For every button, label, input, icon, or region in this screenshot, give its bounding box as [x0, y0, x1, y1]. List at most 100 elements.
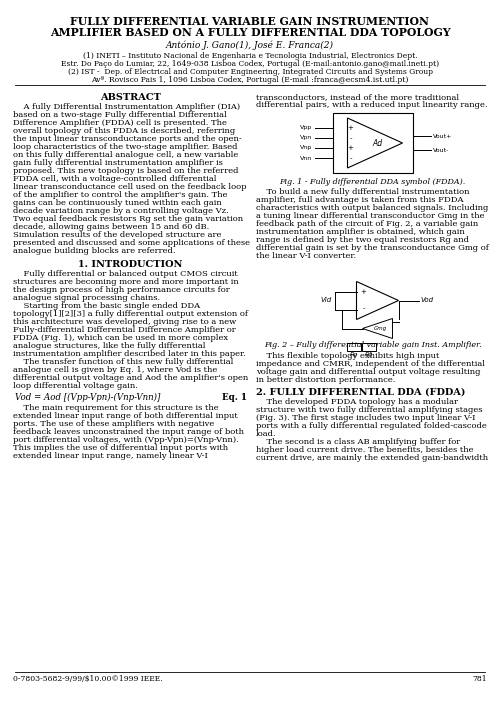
Text: 0-7803-5682-9/99/$10.00©1999 IEEE.: 0-7803-5682-9/99/$10.00©1999 IEEE.	[13, 675, 162, 683]
Text: the design process of high performance circuits for: the design process of high performance c…	[13, 286, 230, 294]
Text: Two equal feedback resistors Rg set the gain variation: Two equal feedback resistors Rg set the …	[13, 215, 243, 223]
Text: Starting from the basic single ended DDA: Starting from the basic single ended DDA	[13, 302, 200, 310]
Text: FULLY DIFFERENTIAL VARIABLE GAIN INSTRUMENTION: FULLY DIFFERENTIAL VARIABLE GAIN INSTRUM…	[70, 16, 430, 27]
Text: voltage gain and differential output voltage resulting: voltage gain and differential output vol…	[256, 368, 480, 376]
Text: differential output voltage and Aod the amplifier's open: differential output voltage and Aod the …	[13, 374, 248, 382]
Text: extended linear input range of both differential input: extended linear input range of both diff…	[13, 412, 238, 420]
Text: ports. The use of these amplifiers with negative: ports. The use of these amplifiers with …	[13, 420, 214, 428]
Text: +: +	[348, 125, 354, 131]
Text: amplifier, full advantage is taken from this FDDA: amplifier, full advantage is taken from …	[256, 196, 464, 204]
Text: Vpn: Vpn	[300, 136, 312, 141]
Text: higher load current drive. The benefits, besides the: higher load current drive. The benefits,…	[256, 446, 474, 454]
Text: range is defined by the two equal resistors Rg and: range is defined by the two equal resist…	[256, 236, 469, 244]
Text: Avª. Rovisco Pais 1, 1096 Lisboa Codex, Portugal (E-mail :franca@ecsm4.ist.utl.p: Avª. Rovisco Pais 1, 1096 Lisboa Codex, …	[92, 76, 408, 84]
Text: analogue structures, like the fully differential: analogue structures, like the fully diff…	[13, 342, 205, 350]
Text: Vnn: Vnn	[300, 155, 312, 160]
Text: (2) IST -  Dep. of Electrical and Computer Engineering, Integrated Circuits and : (2) IST - Dep. of Electrical and Compute…	[68, 68, 432, 76]
Text: FDDA (Fig. 1), which can be used in more complex: FDDA (Fig. 1), which can be used in more…	[13, 334, 228, 342]
Text: A fully Differential Instrumentation Amplifier (DIA): A fully Differential Instrumentation Amp…	[13, 103, 240, 111]
Text: extended linear input range, namely linear V-I: extended linear input range, namely line…	[13, 452, 208, 460]
Text: current drive, are mainly the extended gain-bandwidth: current drive, are mainly the extended g…	[256, 454, 488, 462]
Text: This implies the use of differential input ports with: This implies the use of differential inp…	[13, 444, 228, 452]
Text: ports with a fully differential regulated folded-cascode: ports with a fully differential regulate…	[256, 422, 487, 430]
Text: analogue cell is given by Eq. 1, where Vod is the: analogue cell is given by Eq. 1, where V…	[13, 366, 217, 374]
Text: The developed FDDA topology has a modular: The developed FDDA topology has a modula…	[256, 398, 458, 406]
Text: Fully differential or balanced output CMOS circuit: Fully differential or balanced output CM…	[13, 270, 238, 278]
Text: presented and discussed and some applications of these: presented and discussed and some applica…	[13, 239, 250, 247]
Text: To build a new fully differential instrumentation: To build a new fully differential instru…	[256, 188, 470, 196]
Text: António J. Gano(1), José E. Franca(2): António J. Gano(1), José E. Franca(2)	[166, 41, 334, 51]
Text: Estr. Do Paço do Lumiar, 22, 1649-038 Lisboa Codex, Portugal (E-mail:antonio.gan: Estr. Do Paço do Lumiar, 22, 1649-038 Li…	[61, 60, 439, 68]
Text: loop differential voltage gain.: loop differential voltage gain.	[13, 382, 138, 390]
Text: The second is a class AB amplifying buffer for: The second is a class AB amplifying buff…	[256, 438, 460, 446]
Text: ABSTRACT: ABSTRACT	[100, 93, 161, 102]
Text: overall topology of this FDDA is described, referring: overall topology of this FDDA is describ…	[13, 127, 235, 135]
Text: analogue building blocks are referred.: analogue building blocks are referred.	[13, 247, 175, 255]
Text: AMPLIFIER BASED ON A FULLY DIFFERENTIAL DDA TOPOLOGY: AMPLIFIER BASED ON A FULLY DIFFERENTIAL …	[50, 27, 450, 38]
Text: 1. INTRODUCTION: 1. INTRODUCTION	[78, 260, 182, 269]
Text: Vod: Vod	[420, 297, 434, 304]
Text: port differential voltages, with (Vpp-Vpn)=(Vnp-Vnn).: port differential voltages, with (Vpp-Vp…	[13, 436, 239, 444]
Text: structure with two fully differential amplifying stages: structure with two fully differential am…	[256, 406, 482, 414]
Text: in better distortion performance.: in better distortion performance.	[256, 376, 396, 384]
Text: (Fig. 3). The first stage includes two input linear V-I: (Fig. 3). The first stage includes two i…	[256, 414, 476, 422]
Text: Vnp: Vnp	[300, 146, 312, 150]
Text: feedback path of the circuit of Fig. 2, a variable gain: feedback path of the circuit of Fig. 2, …	[256, 220, 478, 228]
Text: 2. FULLY DIFFERENTIAL DDA (FDDA): 2. FULLY DIFFERENTIAL DDA (FDDA)	[256, 388, 466, 397]
Bar	[332, 113, 412, 173]
Text: Vpp: Vpp	[300, 126, 312, 131]
Text: differential gain is set by the transconductance Gmg of: differential gain is set by the transcon…	[256, 244, 489, 252]
Text: linear transconductance cell used on the feedback loop: linear transconductance cell used on the…	[13, 183, 246, 191]
Text: instrumentation amplifier is obtained, which gain: instrumentation amplifier is obtained, w…	[256, 228, 465, 236]
Text: +: +	[360, 290, 366, 295]
Text: Fig. 1 - Fully differential DDA symbol (FDDA).: Fig. 1 - Fully differential DDA symbol (…	[280, 178, 466, 186]
Text: Eq. 1: Eq. 1	[222, 393, 247, 402]
Text: structures are becoming more and more important in: structures are becoming more and more im…	[13, 278, 239, 286]
Text: Ad: Ad	[372, 138, 382, 148]
Text: FDDA cell, with a voltage-controlled differential: FDDA cell, with a voltage-controlled dif…	[13, 175, 216, 183]
Text: Simulation results of the developed structure are: Simulation results of the developed stru…	[13, 231, 222, 239]
Text: The transfer function of this new fully differential: The transfer function of this new fully …	[13, 358, 234, 366]
Text: this architecture was developed, giving rise to a new: this architecture was developed, giving …	[13, 318, 236, 326]
Text: This flexible topology exhibits high input: This flexible topology exhibits high inp…	[256, 352, 440, 360]
Text: feedback leaves unconstrained the input range of both: feedback leaves unconstrained the input …	[13, 428, 244, 436]
Text: based on a two-stage Fully differential Differential: based on a two-stage Fully differential …	[13, 111, 227, 119]
Text: Gmg: Gmg	[374, 326, 387, 331]
Text: Vid: Vid	[320, 297, 332, 304]
Text: decade variation range by a controlling voltage Vz.: decade variation range by a controlling …	[13, 207, 228, 215]
Text: characteristics with output balanced signals. Including: characteristics with output balanced sig…	[256, 204, 488, 212]
Text: 781: 781	[472, 675, 487, 683]
Text: Vod = Aod [(Vpp-Vpn)-(Vnp-Vnn)]: Vod = Aod [(Vpp-Vpn)-(Vnp-Vnn)]	[15, 393, 161, 402]
Text: differential pairs, with a reduced input linearity range.: differential pairs, with a reduced input…	[256, 101, 488, 109]
Text: impedance and CMRR, independent of the differential: impedance and CMRR, independent of the d…	[256, 360, 485, 368]
Text: proposed. This new topology is based on the referred: proposed. This new topology is based on …	[13, 167, 238, 175]
Text: Vout+: Vout+	[432, 134, 452, 138]
Text: transconductors, instead of the more traditional: transconductors, instead of the more tra…	[256, 93, 459, 101]
Text: the linear V-I converter.: the linear V-I converter.	[256, 252, 356, 260]
Text: gains can be continuously tuned within each gain: gains can be continuously tuned within e…	[13, 199, 222, 207]
Text: on this fully differential analogue cell, a new variable: on this fully differential analogue cell…	[13, 151, 238, 159]
Text: Rg: Rg	[366, 352, 374, 357]
Text: Vout-: Vout-	[432, 148, 449, 153]
Text: +: +	[348, 145, 354, 151]
Text: The main requirement for this structure is the: The main requirement for this structure …	[13, 404, 218, 412]
Text: topology[1][2][3] a fully differential output extension of: topology[1][2][3] a fully differential o…	[13, 310, 248, 318]
Text: loop characteristics of the two-stage amplifier. Based: loop characteristics of the two-stage am…	[13, 143, 237, 151]
Text: Rg: Rg	[350, 352, 358, 357]
Text: Difference Amplifier (FDDA) cell is presented. The: Difference Amplifier (FDDA) cell is pres…	[13, 119, 227, 127]
Text: a tuning linear differential transconductor Gmg in the: a tuning linear differential transconduc…	[256, 212, 484, 220]
Bar	[362, 342, 376, 351]
Text: the input linear transconductance ports and the open-: the input linear transconductance ports …	[13, 135, 242, 143]
Text: -: -	[349, 155, 352, 161]
Text: analogue signal processing chains.: analogue signal processing chains.	[13, 294, 160, 302]
Text: -: -	[362, 306, 365, 311]
Text: instrumentation amplifier described later in this paper.: instrumentation amplifier described late…	[13, 350, 246, 358]
Text: (1) INETI – Instituto Nacional de Engenharia e Tecnologia Industrial, Electronic: (1) INETI – Instituto Nacional de Engenh…	[82, 52, 417, 60]
Text: Fully-differential Differential Difference Amplifier or: Fully-differential Differential Differen…	[13, 326, 236, 334]
Text: -: -	[349, 135, 352, 141]
Text: load.: load.	[256, 430, 276, 438]
Bar	[346, 342, 360, 351]
Text: decade, allowing gains between 15 and 60 dB.: decade, allowing gains between 15 and 60…	[13, 223, 209, 231]
Text: gain fully differential instrumentation amplifier is: gain fully differential instrumentation …	[13, 159, 223, 167]
Text: Fig. 2 – Fully differential variable gain Inst. Amplifier.: Fig. 2 – Fully differential variable gai…	[264, 341, 482, 349]
